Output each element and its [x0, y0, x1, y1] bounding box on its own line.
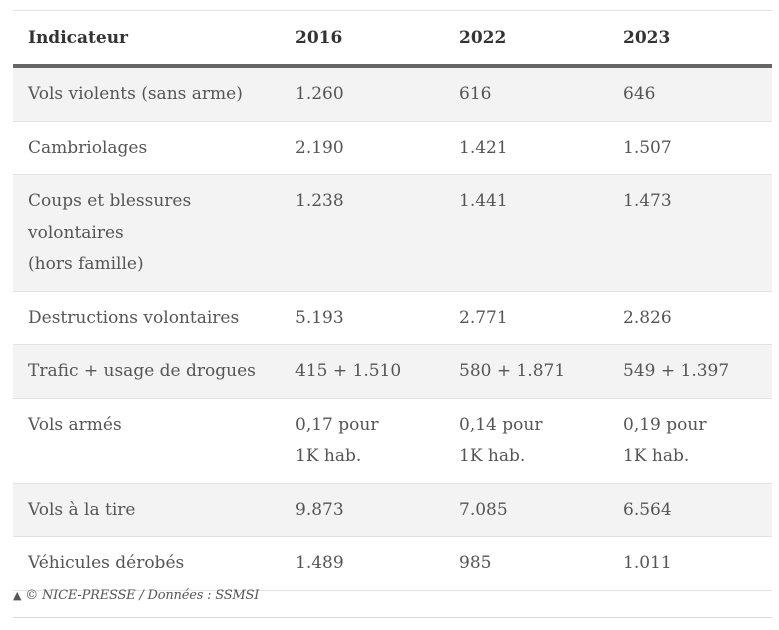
source-caption: ▲ © NICE-PRESSE / Données : SSMSI — [13, 588, 259, 603]
cell-text-line: (hors famille) — [28, 254, 144, 274]
cell-2022: 1.441 — [444, 174, 608, 292]
cell-indicateur: Coups et blessures volontaires (hors famil… — [13, 174, 280, 292]
table-row: Vols armés 0,17 pour 1K hab. 0,14 pour 1K ha… — [13, 398, 772, 484]
cell-text-line: 985 — [459, 553, 492, 573]
cell-text-line: 580 + 1.871 — [459, 361, 566, 381]
cell-text-line: Cambriolages — [28, 137, 148, 158]
cell-2023: 0,19 pour 1K hab. — [608, 398, 772, 484]
cell-text-line: 1.489 — [295, 553, 344, 573]
cell-text-line: 0,14 pour — [459, 414, 543, 435]
cell-text-line: Vols violents (sans arme) — [28, 84, 243, 104]
table-row: Véhicules dérobés 1.489 985 1.011 — [13, 536, 772, 591]
cell-indicateur: Trafic + usage de drogues — [13, 344, 280, 399]
cell-text-line: 616 — [459, 84, 492, 104]
column-header-2023: 2023 — [608, 11, 772, 68]
table-row: Destructions volontaires 5.193 2.771 2.826 — [13, 291, 772, 345]
cell-text-line: 1K hab. — [623, 446, 690, 466]
cell-2016: 0,17 pour 1K hab. — [280, 398, 444, 484]
cell-2023: 549 + 1.397 — [608, 344, 772, 399]
cell-text-line: 1K hab. — [295, 446, 362, 466]
table-row: Coups et blessures volontaires (hors famil… — [13, 174, 772, 292]
cell-indicateur: Véhicules dérobés — [13, 536, 280, 591]
cell-text-line: 1.421 — [459, 137, 508, 158]
table-row: Vols à la tire 9.873 7.085 6.564 — [13, 483, 772, 537]
cell-2016: 415 + 1.510 — [280, 344, 444, 399]
cell-text-line: 1K hab. — [459, 446, 526, 466]
cell-indicateur: Destructions volontaires — [13, 291, 280, 345]
cell-indicateur: Vols violents (sans arme) — [13, 66, 280, 122]
cell-text-line: 7.085 — [459, 499, 508, 520]
table-row: Cambriolages 2.190 1.421 1.507 — [13, 121, 772, 175]
table-row: Trafic + usage de drogues 415 + 1.510 580 … — [13, 344, 772, 399]
cell-text-line: 0,19 pour — [623, 414, 707, 435]
top-divider — [13, 10, 772, 11]
cell-text-line: 0,17 pour — [295, 414, 379, 435]
cell-2016: 1.489 — [280, 536, 444, 591]
cell-2022: 0,14 pour 1K hab. — [444, 398, 608, 484]
cell-2016: 9.873 — [280, 483, 444, 537]
triangle-up-icon: ▲ — [13, 589, 22, 602]
crime-indicators-table: Indicateur 2016 2022 2023 Vols violents … — [13, 11, 772, 591]
table-header-row: Indicateur 2016 2022 2023 — [13, 11, 772, 68]
cell-text-line: 1.507 — [623, 137, 672, 158]
cell-text-line: 415 + 1.510 — [295, 361, 402, 381]
cell-2016: 5.193 — [280, 291, 444, 345]
cell-2023: 6.564 — [608, 483, 772, 537]
cell-text-line: volontaires — [28, 222, 124, 243]
cell-text-line: 2.190 — [295, 137, 344, 158]
cell-text-line: 2.771 — [459, 307, 508, 328]
cell-text-line: Vols à la tire — [28, 499, 136, 520]
table-row: Vols violents (sans arme) 1.260 616 646 — [13, 66, 772, 122]
cell-text-line: 1.473 — [623, 191, 672, 211]
cell-2022: 7.085 — [444, 483, 608, 537]
cell-2023: 646 — [608, 66, 772, 122]
column-header-2016: 2016 — [280, 11, 444, 68]
cell-2022: 580 + 1.871 — [444, 344, 608, 399]
cell-text-line: 549 + 1.397 — [623, 361, 730, 381]
cell-2022: 616 — [444, 66, 608, 122]
cell-2023: 2.826 — [608, 291, 772, 345]
cell-2022: 1.421 — [444, 121, 608, 175]
cell-2016: 2.190 — [280, 121, 444, 175]
cell-text-line: 1.441 — [459, 191, 508, 211]
bottom-divider — [13, 617, 772, 618]
cell-2016: 1.238 — [280, 174, 444, 292]
cell-indicateur: Vols à la tire — [13, 483, 280, 537]
column-header-2022: 2022 — [444, 11, 608, 68]
cell-indicateur: Cambriolages — [13, 121, 280, 175]
cell-text-line: 1.011 — [623, 553, 672, 573]
cell-text-line: 5.193 — [295, 307, 344, 328]
cell-text-line: 1.260 — [295, 84, 344, 104]
cell-text-line: 6.564 — [623, 499, 672, 520]
cell-text-line: 1.238 — [295, 191, 344, 211]
cell-2022: 2.771 — [444, 291, 608, 345]
cell-2023: 1.507 — [608, 121, 772, 175]
cell-indicateur: Vols armés — [13, 398, 280, 484]
caption-text: © NICE-PRESSE / Données : SSMSI — [25, 588, 260, 603]
cell-2016: 1.260 — [280, 66, 444, 122]
cell-text-line: Trafic + usage de drogues — [28, 361, 256, 381]
cell-text-line: Véhicules dérobés — [28, 553, 185, 573]
column-header-indicateur: Indicateur — [13, 11, 280, 68]
cell-text-line: 646 — [623, 84, 656, 104]
cell-text-line: Destructions volontaires — [28, 307, 240, 328]
cell-text-line: 2.826 — [623, 307, 672, 328]
cell-2023: 1.473 — [608, 174, 772, 292]
cell-text-line: Coups et blessures — [28, 191, 192, 211]
cell-text-line: Vols armés — [28, 414, 122, 435]
cell-2023: 1.011 — [608, 536, 772, 591]
cell-2022: 985 — [444, 536, 608, 591]
cell-text-line: 9.873 — [295, 499, 344, 520]
